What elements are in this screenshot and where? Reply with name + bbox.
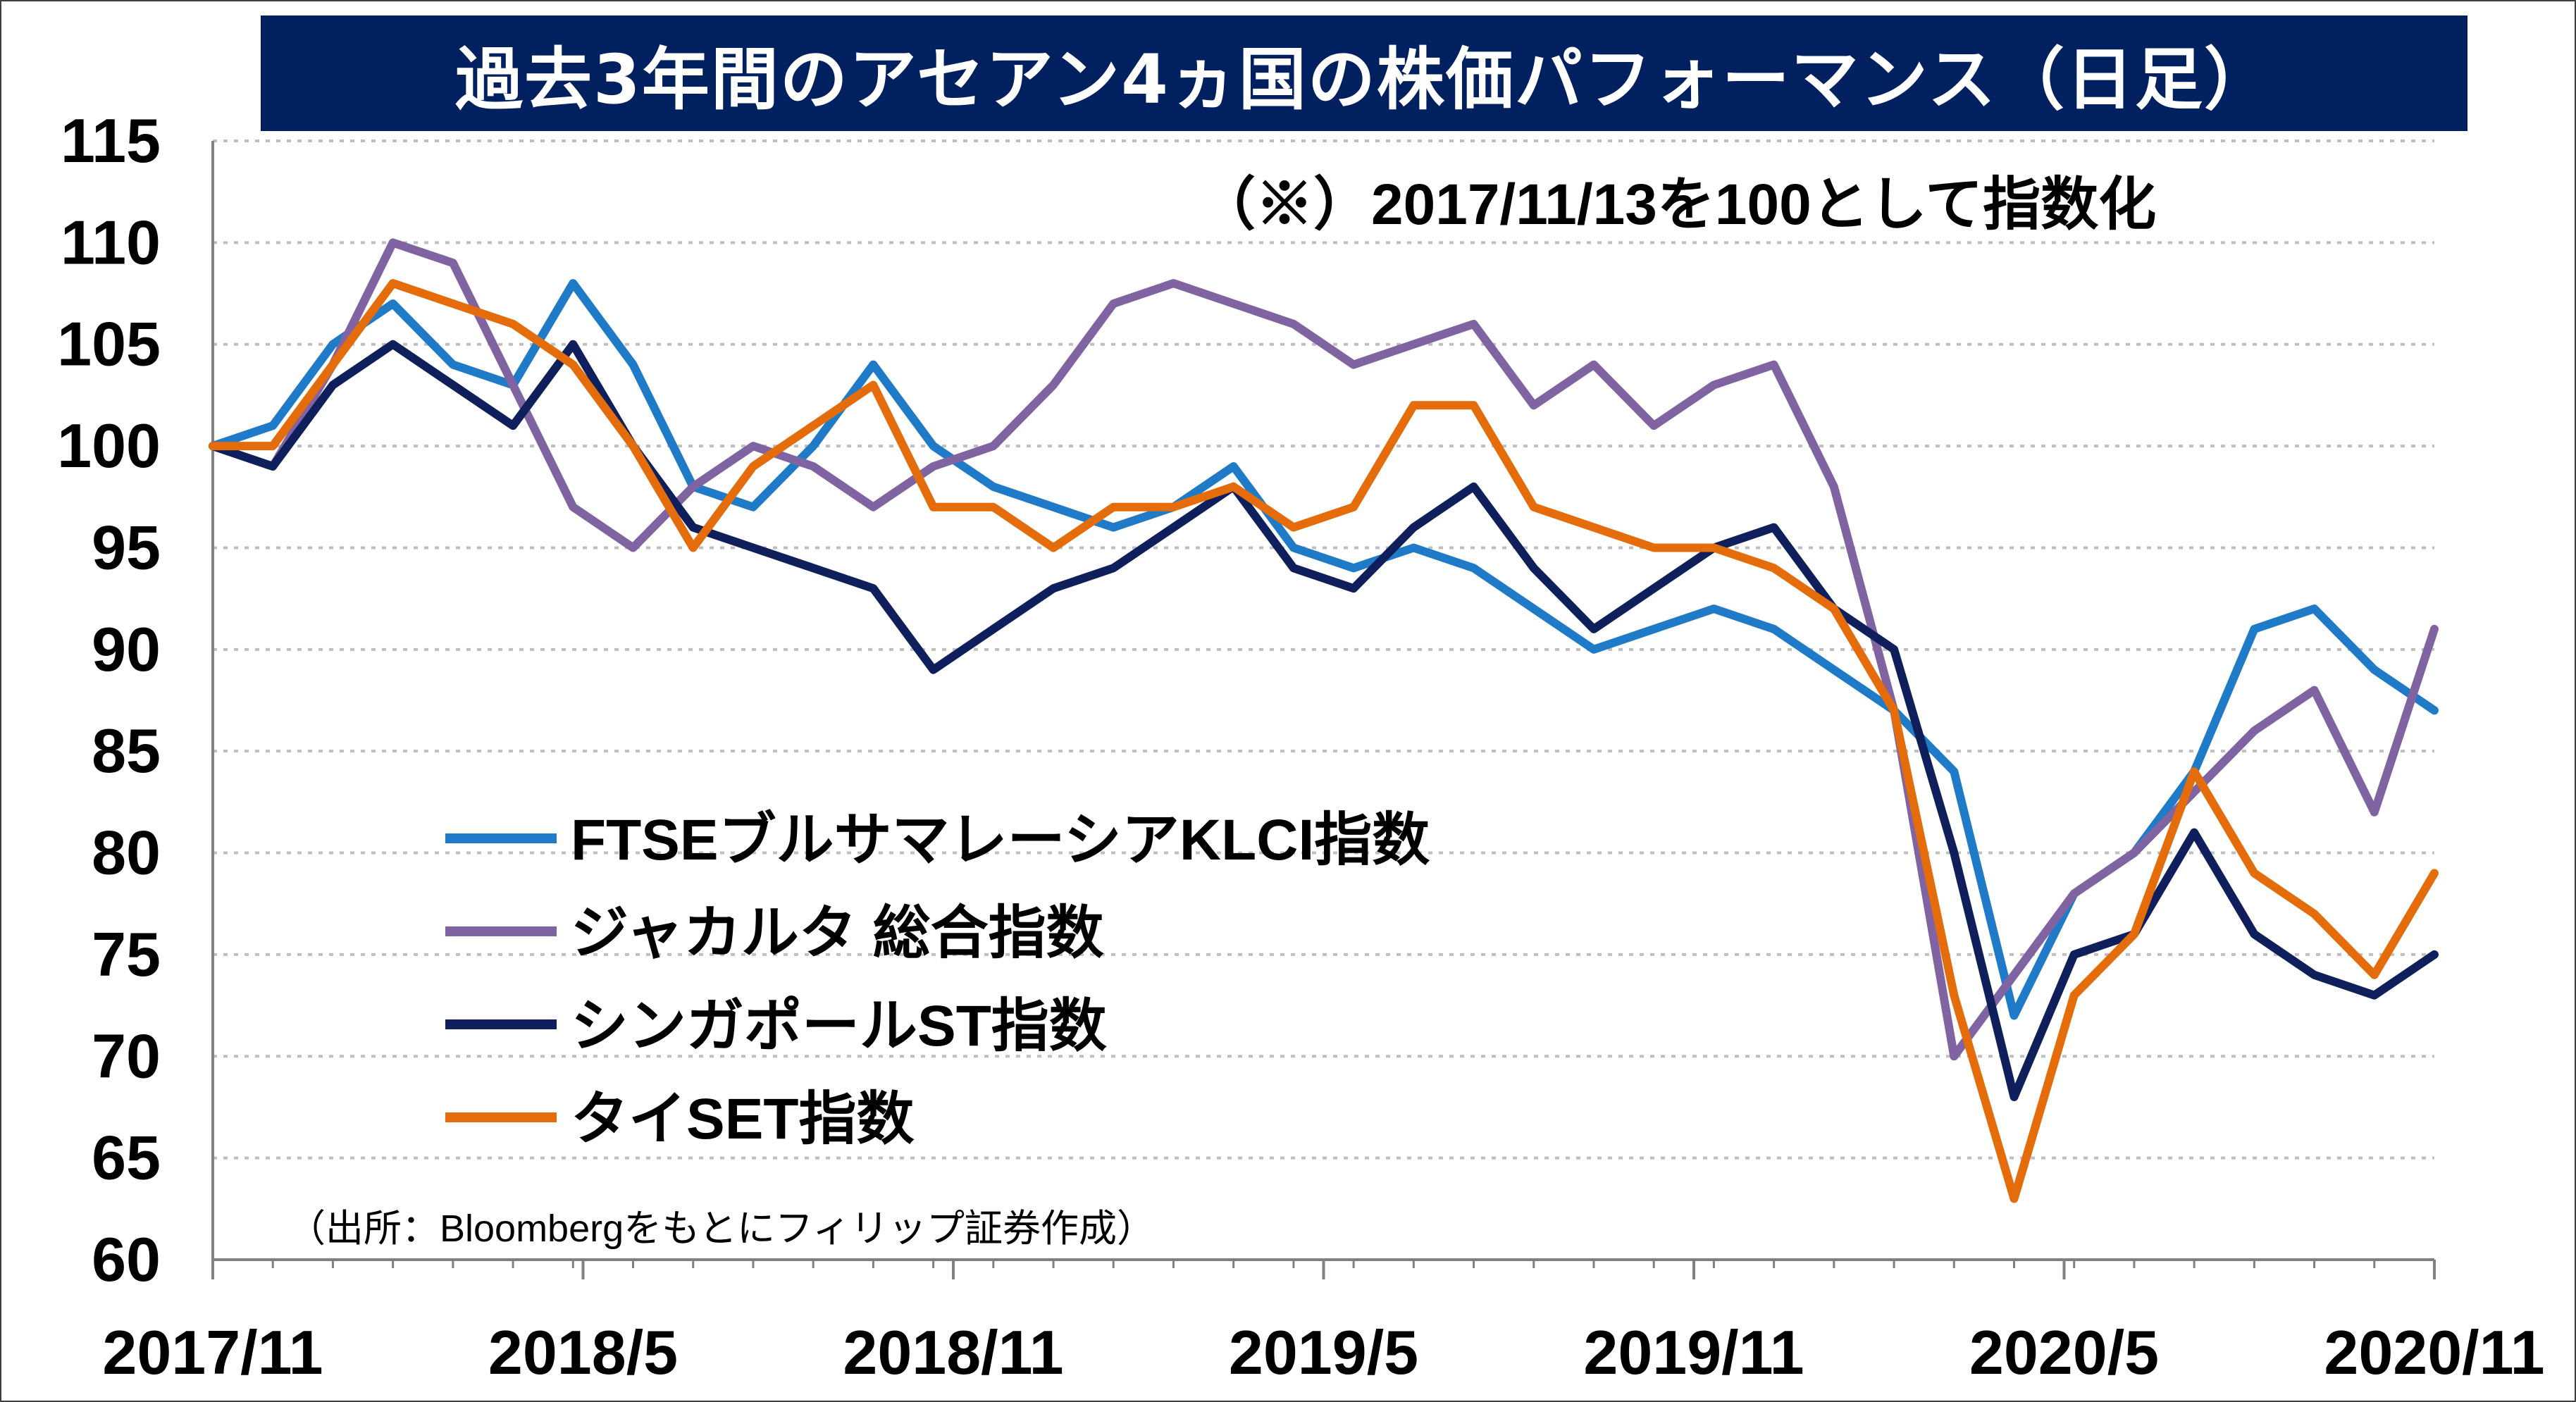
series-line-2: [209, 340, 2439, 1101]
x-tick-label: 2018/5: [488, 1317, 678, 1387]
y-tick-label: 70: [92, 1021, 161, 1091]
y-tick-label: 90: [92, 614, 161, 684]
y-tick-labels: 60 65 70 75 80 85 90 95 100 105 110 115: [57, 106, 161, 1294]
x-tick-labels: 2017/11 2018/5 2018/11 2019/5 2019/11 2020/5 2…: [102, 1317, 2544, 1387]
y-tick-label: 105: [57, 309, 161, 379]
y-tick-label: 60: [92, 1224, 161, 1294]
y-tick-label: 85: [92, 716, 161, 786]
source-note: （出所：Bloombergをもとにフィリップ証券作成）: [287, 1208, 1155, 1250]
gridlines: [213, 139, 2434, 1160]
x-tick-label: 2019/11: [1583, 1317, 1804, 1387]
title-bar: 過去3年間のアセアン4ヵ国の株価パフォーマンス（日足）: [261, 15, 2467, 131]
axes: [211, 141, 2436, 1279]
normalization-note: （※）2017/11/13を100として指数化: [1198, 173, 2156, 237]
x-tick-label: 2020/5: [1969, 1317, 2159, 1387]
series-line-3: [209, 279, 2439, 1203]
y-tick-label: 75: [92, 919, 161, 989]
y-tick-label: 95: [92, 512, 161, 582]
y-tick-label: 65: [92, 1123, 161, 1193]
legend-label: FTSEブルサマレーシアKLCI指数: [571, 808, 1430, 872]
y-tick-label: 100: [57, 411, 161, 480]
x-tick-label: 2017/11: [102, 1317, 323, 1387]
x-tick-label: 2018/11: [843, 1317, 1063, 1387]
y-tick-label: 80: [92, 818, 161, 888]
series-lines: [209, 238, 2439, 1203]
legend-label: ジャカルタ 総合指数: [571, 901, 1104, 965]
y-tick-label: 115: [61, 106, 161, 175]
legend-label: タイSET指数: [571, 1087, 914, 1151]
legend-label: シンガポールST指数: [571, 994, 1107, 1058]
x-tick-label: 2020/11: [2324, 1317, 2544, 1387]
chart-title: 過去3年間のアセアン4ヵ国の株価パフォーマンス（日足）: [455, 39, 2273, 119]
x-tick-label: 2019/5: [1229, 1317, 1418, 1387]
series-line-1: [209, 238, 2439, 1061]
y-tick-label: 110: [61, 207, 161, 277]
